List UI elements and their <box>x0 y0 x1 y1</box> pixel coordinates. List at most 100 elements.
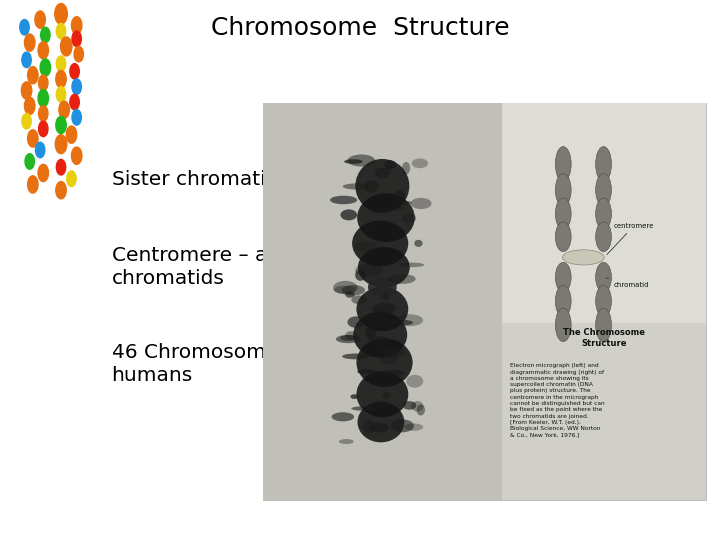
Ellipse shape <box>562 250 604 265</box>
Ellipse shape <box>27 66 38 84</box>
Ellipse shape <box>382 348 405 357</box>
Ellipse shape <box>356 372 408 417</box>
Ellipse shape <box>411 401 423 411</box>
Ellipse shape <box>381 370 405 376</box>
Ellipse shape <box>351 406 378 411</box>
Ellipse shape <box>357 193 415 242</box>
Ellipse shape <box>595 262 611 292</box>
Ellipse shape <box>356 338 413 387</box>
Ellipse shape <box>60 37 72 56</box>
Ellipse shape <box>67 171 76 186</box>
Ellipse shape <box>390 274 415 284</box>
Ellipse shape <box>363 420 375 433</box>
Ellipse shape <box>372 302 396 315</box>
Bar <box>502 103 706 323</box>
Ellipse shape <box>595 285 611 316</box>
Ellipse shape <box>354 312 408 357</box>
Text: The Chromosome
Structure: The Chromosome Structure <box>563 328 644 348</box>
Ellipse shape <box>358 247 410 288</box>
Ellipse shape <box>389 200 413 205</box>
Ellipse shape <box>56 70 66 87</box>
Ellipse shape <box>357 369 377 374</box>
Ellipse shape <box>74 46 84 62</box>
Ellipse shape <box>39 121 48 137</box>
Ellipse shape <box>369 207 392 213</box>
Ellipse shape <box>387 320 413 326</box>
Ellipse shape <box>354 241 377 252</box>
Ellipse shape <box>39 106 48 122</box>
Ellipse shape <box>348 316 364 328</box>
Ellipse shape <box>24 34 35 51</box>
Ellipse shape <box>368 336 390 344</box>
Ellipse shape <box>38 42 48 59</box>
Ellipse shape <box>333 286 356 294</box>
Ellipse shape <box>71 147 82 164</box>
Ellipse shape <box>417 404 425 415</box>
Ellipse shape <box>342 354 369 359</box>
Ellipse shape <box>402 162 410 174</box>
Ellipse shape <box>389 205 404 211</box>
Ellipse shape <box>55 134 67 154</box>
Ellipse shape <box>19 19 30 35</box>
Ellipse shape <box>72 31 81 46</box>
Text: chromatid: chromatid <box>606 278 649 288</box>
Text: Chromosome  Structure: Chromosome Structure <box>211 16 509 40</box>
Ellipse shape <box>71 17 82 34</box>
Ellipse shape <box>332 412 354 421</box>
Ellipse shape <box>336 335 361 343</box>
Ellipse shape <box>66 126 77 143</box>
Ellipse shape <box>330 195 357 204</box>
Ellipse shape <box>379 354 398 364</box>
Ellipse shape <box>343 184 369 190</box>
Ellipse shape <box>595 198 611 230</box>
Ellipse shape <box>362 226 380 232</box>
Ellipse shape <box>595 308 611 342</box>
Ellipse shape <box>27 130 38 147</box>
Ellipse shape <box>56 86 66 102</box>
Ellipse shape <box>368 277 397 298</box>
Text: 46 Chromosomes in
humans: 46 Chromosomes in humans <box>112 343 313 386</box>
Ellipse shape <box>414 240 423 247</box>
Ellipse shape <box>382 392 390 399</box>
Text: Electron micrograph (left) and
diagrammatic drawing (right) of
a chromosome show: Electron micrograph (left) and diagramma… <box>510 363 605 437</box>
Ellipse shape <box>398 262 424 267</box>
Ellipse shape <box>70 94 79 110</box>
Ellipse shape <box>595 146 611 181</box>
Ellipse shape <box>70 64 79 79</box>
Ellipse shape <box>351 394 359 399</box>
Ellipse shape <box>406 375 423 388</box>
Ellipse shape <box>339 439 354 444</box>
Ellipse shape <box>348 154 375 166</box>
Ellipse shape <box>56 56 66 71</box>
Ellipse shape <box>412 158 428 168</box>
Ellipse shape <box>355 264 383 277</box>
Ellipse shape <box>365 326 377 339</box>
Ellipse shape <box>555 174 571 206</box>
Ellipse shape <box>333 281 358 294</box>
Ellipse shape <box>595 222 611 252</box>
Ellipse shape <box>341 285 365 295</box>
Ellipse shape <box>352 220 408 266</box>
Ellipse shape <box>366 314 387 323</box>
Ellipse shape <box>381 293 390 300</box>
Ellipse shape <box>56 181 66 199</box>
Ellipse shape <box>35 11 45 28</box>
Bar <box>502 323 706 500</box>
Ellipse shape <box>55 3 67 24</box>
Bar <box>263 103 502 500</box>
Bar <box>263 103 706 500</box>
Ellipse shape <box>555 285 571 316</box>
Ellipse shape <box>410 198 431 209</box>
Ellipse shape <box>344 159 363 164</box>
Ellipse shape <box>358 402 405 442</box>
Ellipse shape <box>555 308 571 342</box>
Ellipse shape <box>555 262 571 292</box>
Ellipse shape <box>555 198 571 230</box>
Ellipse shape <box>22 52 31 68</box>
Text: Centromere – attaches
chromatids: Centromere – attaches chromatids <box>112 246 342 288</box>
Ellipse shape <box>374 308 384 319</box>
Ellipse shape <box>555 146 571 181</box>
Ellipse shape <box>395 191 405 201</box>
Ellipse shape <box>38 90 48 107</box>
Ellipse shape <box>39 75 48 91</box>
